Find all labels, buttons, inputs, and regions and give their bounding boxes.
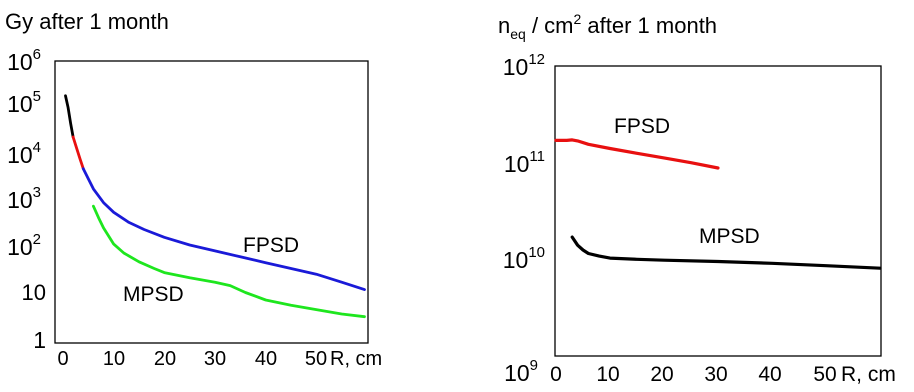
chart-absorbed-dose: Gy after 1 month 106 105 104 103 102 10 … bbox=[5, 9, 382, 370]
annotation-fpsd: FPSD bbox=[243, 234, 299, 257]
plot-frame bbox=[54, 60, 369, 344]
x-tick-label: 30 bbox=[204, 348, 226, 370]
plot-frame bbox=[554, 65, 882, 357]
series-line-fpsd bbox=[554, 138, 720, 170]
y-tick-label: 103 bbox=[7, 184, 41, 213]
series-line-mpsd bbox=[92, 204, 366, 319]
y-tick-label: 10 bbox=[22, 280, 46, 305]
x-tick-label: 0 bbox=[57, 348, 68, 370]
y-tick-label: 106 bbox=[7, 46, 41, 75]
x-tick-label: 40 bbox=[758, 363, 781, 386]
x-tick-label: 10 bbox=[596, 363, 619, 386]
x-tick-label: 10 bbox=[103, 348, 125, 370]
x-tick-label: 20 bbox=[154, 348, 176, 370]
series-lines bbox=[554, 138, 882, 270]
y-tick-label: 105 bbox=[7, 88, 41, 117]
annotation-mpsd: MPSD bbox=[123, 283, 184, 306]
x-tick-label: 30 bbox=[704, 363, 727, 386]
y-tick-label: 1010 bbox=[503, 244, 545, 273]
x-tick-label: 50 bbox=[305, 348, 327, 370]
y-tick-label: 104 bbox=[7, 139, 41, 168]
series-lines bbox=[64, 94, 366, 319]
chart-title: Gy after 1 month bbox=[5, 9, 169, 34]
annotation-fpsd: FPSD bbox=[614, 115, 670, 138]
y-tick-label: 109 bbox=[504, 357, 538, 386]
x-axis-label: R, cm bbox=[841, 363, 896, 386]
x-tick-label: 20 bbox=[650, 363, 673, 386]
y-tick-label: 1012 bbox=[503, 51, 545, 80]
chart-title: neq / cm2 after 1 month bbox=[498, 11, 717, 42]
chart-neutron-fluence: neq / cm2 after 1 month 1012 1011 1010 1… bbox=[498, 11, 896, 386]
y-tick-label: 1 bbox=[33, 327, 46, 353]
annotation-mpsd: MPSD bbox=[699, 225, 760, 248]
y-tick-label: 1011 bbox=[504, 148, 545, 177]
x-tick-label: 0 bbox=[550, 363, 562, 386]
series-line-fpsd bbox=[64, 94, 75, 139]
x-axis-label: R, cm bbox=[330, 348, 382, 370]
x-tick-label: 50 bbox=[813, 363, 836, 386]
series-line-fpsd bbox=[71, 135, 85, 171]
y-tick-label: 102 bbox=[7, 231, 41, 260]
series-line-fpsd bbox=[81, 167, 366, 292]
series-line-mpsd bbox=[570, 235, 882, 270]
x-tick-label: 40 bbox=[255, 348, 277, 370]
